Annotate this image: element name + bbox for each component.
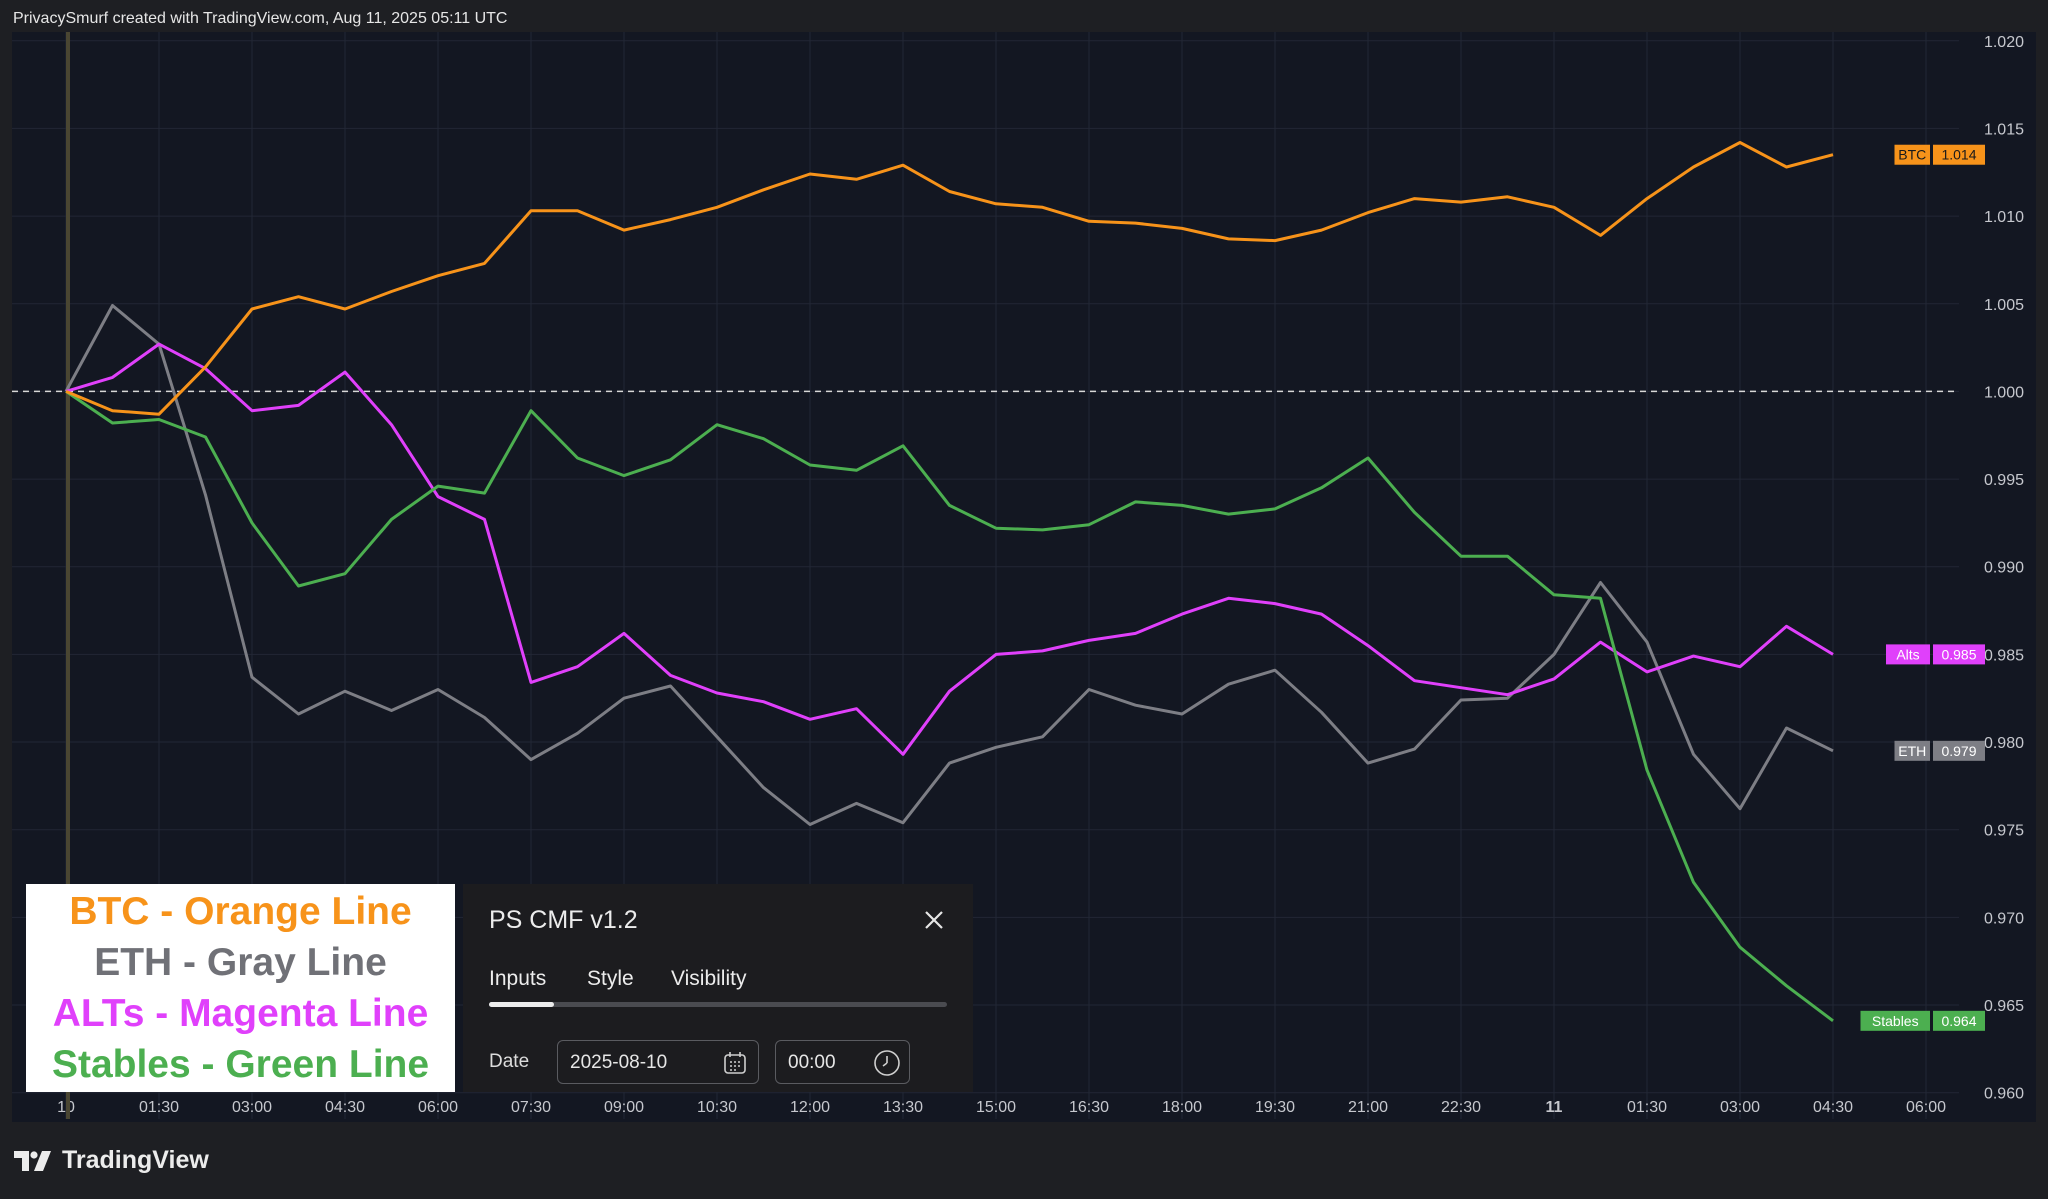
y-tick-label: 0.965	[1984, 998, 2024, 1015]
date-value: 2025-08-10	[570, 1052, 668, 1073]
date-input[interactable]: 2025-08-10	[557, 1040, 759, 1084]
tab-style[interactable]: Style	[587, 967, 634, 990]
x-tick-label: 11	[1546, 1099, 1563, 1116]
badge-name-bg	[1860, 1010, 1930, 1031]
indicator-settings-panel: PS CMF v1.2 Inputs Style Visibility Date…	[463, 884, 973, 1092]
legend-btc: BTC - Orange Line	[69, 890, 412, 933]
x-tick-label: 22:30	[1441, 1099, 1481, 1116]
price-axis-background	[1959, 32, 2036, 1122]
x-tick-label: 13:30	[883, 1099, 923, 1116]
badge-series-name: Alts	[1896, 646, 1919, 662]
time-axis-background	[12, 1119, 1959, 1122]
x-tick-label: 01:30	[139, 1099, 179, 1116]
badge-series-name: BTC	[1898, 147, 1926, 163]
x-tick-label: 04:30	[1813, 1099, 1853, 1116]
x-tick-label: 10:30	[697, 1099, 737, 1116]
y-tick-label: 0.980	[1984, 735, 2024, 752]
badge-last-value: 0.964	[1941, 1013, 1976, 1029]
active-tab-indicator	[489, 1002, 554, 1007]
x-tick-label: 06:00	[418, 1099, 458, 1116]
badge-series-name: Stables	[1872, 1013, 1919, 1029]
badge-value-bg	[1933, 740, 1985, 761]
calendar-icon[interactable]	[722, 1050, 748, 1076]
y-tick-label: 0.975	[1984, 823, 2024, 840]
price-badge-eth: ETH 0.979	[1894, 740, 1985, 761]
x-tick-label: 12:00	[790, 1099, 830, 1116]
series-line-eth	[64, 304, 1834, 826]
brand-name: TradingView	[62, 1146, 209, 1174]
badge-name-bg	[1894, 740, 1930, 761]
x-tick-label: 15:00	[976, 1099, 1016, 1116]
x-tick-label: 06:00	[1906, 1099, 1946, 1116]
tab-inputs[interactable]: Inputs	[489, 967, 547, 990]
series-line-stables	[65, 390, 1834, 1022]
y-tick-label: 0.985	[1984, 647, 2024, 664]
tab-visibility[interactable]: Visibility	[671, 967, 747, 990]
series-line-alts	[65, 342, 1834, 756]
legend-box: BTC - Orange Line ETH - Gray Line ALTs -…	[26, 884, 455, 1092]
price-badge-alts: Alts 0.985	[1886, 644, 1985, 665]
x-tick-label: 21:00	[1348, 1099, 1388, 1116]
badge-name-bg	[1886, 644, 1930, 665]
price-badge-stables: Stables 0.964	[1860, 1010, 1985, 1031]
y-tick-label: 0.990	[1984, 560, 2024, 577]
badge-series-name: ETH	[1898, 743, 1926, 759]
clock-icon[interactable]	[873, 1049, 901, 1077]
tradingview-logo-icon	[14, 1150, 51, 1171]
x-tick-label: 03:00	[232, 1099, 272, 1116]
badge-name-bg	[1894, 144, 1930, 165]
badge-value-bg	[1933, 1010, 1985, 1031]
y-tick-label: 0.970	[1984, 910, 2024, 927]
y-tick-label: 1.005	[1984, 297, 2024, 314]
panel-title: PS CMF v1.2	[489, 906, 638, 934]
x-tick-label: 07:30	[511, 1099, 551, 1116]
date-label: Date	[489, 1051, 530, 1072]
tab-scroll-track	[489, 1002, 947, 1007]
badge-value-bg	[1933, 144, 1985, 165]
x-tick-label: 19:30	[1255, 1099, 1295, 1116]
x-tick-label: 03:00	[1720, 1099, 1760, 1116]
legend-stables: Stables - Green Line	[51, 1043, 430, 1086]
chart-caption: PrivacySmurf created with TradingView.co…	[13, 10, 508, 27]
price-badge-btc: BTC 1.014	[1894, 144, 1985, 165]
badge-value-bg	[1933, 644, 1985, 665]
legend-eth: ETH - Gray Line	[94, 941, 387, 984]
x-tick-label: 04:30	[325, 1099, 365, 1116]
badge-last-value: 1.014	[1941, 147, 1976, 163]
y-tick-label: 1.000	[1984, 384, 2024, 401]
x-tick-label: 09:00	[604, 1099, 644, 1116]
tradingview-brand: TradingView	[14, 1146, 209, 1175]
x-tick-label: 01:30	[1627, 1099, 1667, 1116]
badge-last-value: 0.979	[1941, 743, 1976, 759]
time-value: 00:00	[788, 1052, 836, 1073]
x-tick-label: 18:00	[1162, 1099, 1202, 1116]
close-icon[interactable]	[918, 904, 950, 936]
series-line-btc	[65, 141, 1834, 416]
y-tick-label: 0.960	[1984, 1086, 2024, 1103]
y-tick-label: 1.020	[1984, 34, 2024, 51]
y-tick-label: 0.995	[1984, 472, 2024, 489]
y-tick-label: 1.015	[1984, 121, 2024, 138]
y-tick-label: 1.010	[1984, 209, 2024, 226]
legend-alts: ALTs - Magenta Line	[52, 992, 429, 1035]
x-tick-label: 16:30	[1069, 1099, 1109, 1116]
time-input[interactable]: 00:00	[775, 1040, 910, 1084]
badge-last-value: 0.985	[1941, 646, 1976, 662]
